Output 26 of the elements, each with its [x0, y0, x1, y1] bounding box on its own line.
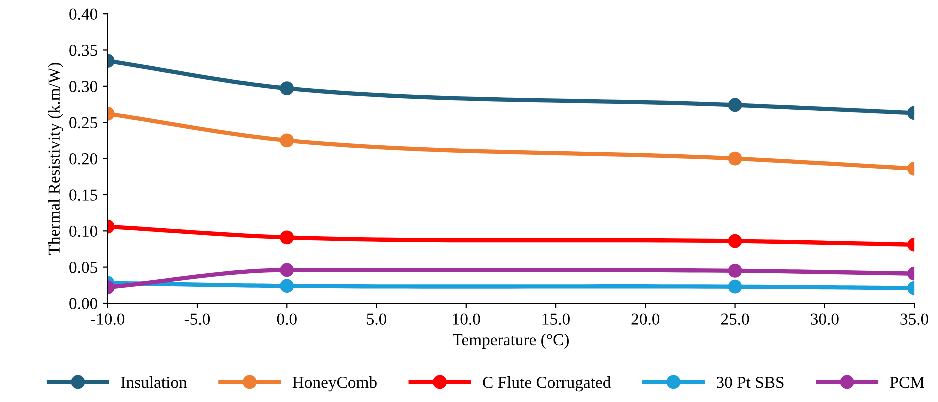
y-tick-label: 0.20 — [70, 153, 98, 165]
legend-label: Insulation — [121, 376, 188, 388]
x-tick-label: 10.0 — [453, 314, 480, 326]
legend-label: C Flute Corrugated — [483, 376, 612, 392]
y-tick-label: 0.00 — [70, 298, 98, 310]
y-tick-label: 0.40 — [70, 8, 98, 20]
y-axis-title: Thermal Resistivity (k.m/W) — [48, 63, 64, 255]
legend-label: PCM — [890, 377, 924, 388]
x-tick-label: 15.0 — [542, 314, 570, 326]
x-axis-title: Temperature (°C) — [453, 334, 569, 350]
x-tick-label: 25.0 — [721, 314, 750, 326]
legend-label: 30 Pt SBS — [717, 376, 784, 388]
y-tick-label: 0.25 — [70, 117, 98, 129]
x-tick-label: -10.0 — [91, 314, 125, 326]
y-tick-label: 0.30 — [70, 81, 98, 92]
legend-label: HoneyComb — [292, 376, 377, 392]
x-tick-label: 20.0 — [632, 314, 660, 326]
x-tick-label: -5.0 — [184, 314, 210, 326]
y-tick-label: 0.35 — [70, 44, 98, 56]
y-tick-label: 0.05 — [70, 262, 98, 274]
x-tick-label: 35.0 — [900, 314, 928, 326]
x-tick-label: 5.0 — [367, 314, 387, 326]
y-tick-label: 0.15 — [70, 190, 98, 201]
x-tick-label: 30.0 — [811, 314, 839, 326]
y-tick-label: 0.10 — [70, 226, 98, 238]
x-tick-label: 0.0 — [277, 314, 297, 326]
